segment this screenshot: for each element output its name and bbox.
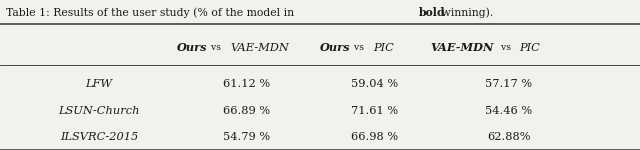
Text: Ours: Ours	[177, 42, 207, 54]
Text: LSUN-Church: LSUN-Church	[58, 106, 140, 116]
Text: Ours: Ours	[319, 42, 350, 54]
Text: ILSVRC-2015: ILSVRC-2015	[60, 132, 138, 141]
Text: Table 1: Results of the user study (% of the model in: Table 1: Results of the user study (% of…	[6, 8, 298, 18]
Text: 54.46 %: 54.46 %	[485, 106, 532, 116]
Text: 66.98 %: 66.98 %	[351, 132, 398, 141]
Text: 66.89 %: 66.89 %	[223, 106, 270, 116]
Text: 54.79 %: 54.79 %	[223, 132, 270, 141]
Text: winning).: winning).	[438, 8, 493, 18]
Text: vs: vs	[209, 44, 225, 52]
Text: 59.04 %: 59.04 %	[351, 79, 398, 89]
Text: 57.17 %: 57.17 %	[485, 79, 532, 89]
Text: vs: vs	[351, 44, 367, 52]
Text: VAE-MDN: VAE-MDN	[430, 42, 494, 54]
Text: VAE-MDN: VAE-MDN	[230, 43, 289, 53]
Text: vs: vs	[498, 44, 514, 52]
Text: PIC: PIC	[373, 43, 394, 53]
Text: PIC: PIC	[520, 43, 540, 53]
Text: 62.88%: 62.88%	[487, 132, 531, 141]
Text: 71.61 %: 71.61 %	[351, 106, 398, 116]
Text: 61.12 %: 61.12 %	[223, 79, 270, 89]
Text: LFW: LFW	[86, 79, 113, 89]
Text: bold: bold	[419, 8, 445, 18]
